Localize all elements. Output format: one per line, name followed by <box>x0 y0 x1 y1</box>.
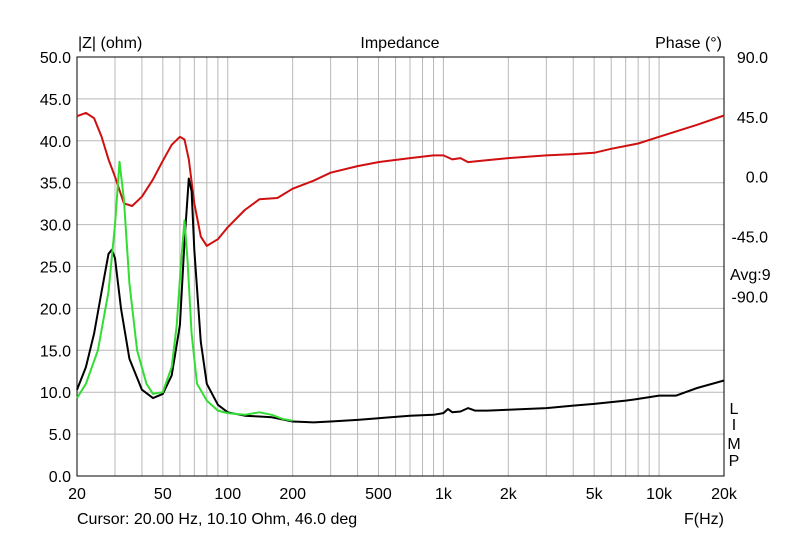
series-line-3 <box>76 160 293 422</box>
y-axis-label-left: |Z| (ohm) <box>78 35 142 52</box>
y-tick-label-right: 0.0 <box>746 170 768 187</box>
series-line-2 <box>76 177 725 424</box>
cursor-readout: Cursor: 20.00 Hz, 10.10 Ohm, 46.0 deg <box>77 511 357 528</box>
x-tick-label: 10k <box>646 486 673 503</box>
x-tick-label: 50 <box>154 486 172 503</box>
y-tick-label-left: 45.0 <box>40 92 71 109</box>
x-axis-label: F(Hz) <box>684 511 724 528</box>
y-tick-label-right: 45.0 <box>737 110 768 127</box>
tick-labels: 20 50 100 200 500 1k 2k 5k 10k 20k 50.0 45.0 40.0 35.… <box>40 50 768 503</box>
side-label-m: M <box>727 436 740 453</box>
x-tick-label: 20 <box>68 486 86 503</box>
y-tick-label-right: -90.0 <box>732 289 769 306</box>
y-tick-label-left: 15.0 <box>40 343 71 360</box>
series-line-1 <box>76 111 725 247</box>
x-tick-label: 200 <box>279 486 306 503</box>
y-tick-label-left: 35.0 <box>40 176 71 193</box>
plot-frame <box>76 56 725 477</box>
avg-annotation: Avg:9 <box>730 267 771 284</box>
x-tick-label: 20k <box>711 486 738 503</box>
x-tick-label: 1k <box>435 486 453 503</box>
y-tick-label-left: 20.0 <box>40 301 71 318</box>
x-tick-label: 100 <box>214 486 241 503</box>
y-tick-label-left: 5.0 <box>49 427 71 444</box>
chart-title: Impedance <box>360 35 439 52</box>
series-layer <box>76 111 725 424</box>
y-tick-label-left: 50.0 <box>40 50 71 67</box>
y-tick-label-left: 40.0 <box>40 134 71 151</box>
side-label-l: L <box>730 401 739 418</box>
y-tick-label-right: -45.0 <box>732 230 769 247</box>
y-tick-label-left: 30.0 <box>40 218 71 235</box>
x-tick-label: 5k <box>586 486 604 503</box>
y-axis-label-right: Phase (°) <box>655 35 722 52</box>
side-label-p: P <box>729 453 740 470</box>
y-tick-label-left: 10.0 <box>40 385 71 402</box>
x-tick-label: 2k <box>500 486 518 503</box>
x-tick-label: 500 <box>365 486 392 503</box>
y-tick-label-left: 0.0 <box>49 469 71 486</box>
y-tick-label-left: 25.0 <box>40 260 71 277</box>
side-label-i: I <box>732 417 736 434</box>
y-tick-label-right: 90.0 <box>737 50 768 67</box>
